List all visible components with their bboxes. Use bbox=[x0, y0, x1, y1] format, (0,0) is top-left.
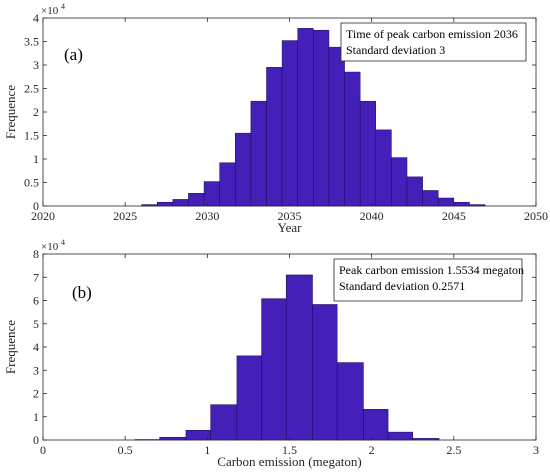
histogram-bar bbox=[412, 438, 440, 441]
histogram-bar bbox=[387, 431, 414, 441]
y-tick-label: 3 bbox=[33, 363, 39, 377]
annotation-line1-a: Time of peak carbon emission 2036 bbox=[346, 27, 518, 41]
y-tick-label: 2.5 bbox=[24, 82, 39, 96]
histogram-bar bbox=[236, 355, 262, 441]
y-tick-label: 4 bbox=[33, 340, 39, 354]
histogram-bar bbox=[266, 67, 283, 207]
y-tick-label: 3 bbox=[33, 58, 39, 72]
x-axis-label-a: Year bbox=[278, 220, 303, 235]
annotation-box-b bbox=[333, 258, 523, 302]
x-tick-label: 2020 bbox=[31, 209, 55, 223]
y-tick-label: 1 bbox=[33, 152, 39, 166]
histogram-bar bbox=[210, 404, 238, 441]
x-tick-label: 1.5 bbox=[282, 443, 297, 457]
histogram-bar bbox=[363, 409, 389, 441]
x-tick-label: 2030 bbox=[195, 209, 219, 223]
histogram-bar bbox=[344, 71, 361, 207]
panel-label-a: (a) bbox=[64, 45, 83, 64]
histogram-bar bbox=[422, 190, 439, 207]
y-axis-label-b: Frequence bbox=[3, 320, 18, 374]
histogram-bar bbox=[188, 193, 205, 207]
x-tick-label: 1 bbox=[204, 443, 210, 457]
histogram-bar bbox=[453, 201, 470, 207]
y-exponent-b: ×10 bbox=[41, 241, 59, 253]
x-tick-label: 2035 bbox=[278, 209, 302, 223]
histogram-bar bbox=[185, 429, 211, 441]
histogram-bar bbox=[250, 100, 267, 207]
y-tick-label: 5 bbox=[33, 317, 39, 331]
histogram-bar bbox=[219, 162, 236, 207]
histogram-bar bbox=[406, 176, 423, 207]
histogram-bar bbox=[336, 362, 364, 441]
y-exponent-a: ×10 bbox=[41, 5, 59, 17]
x-tick-label: 2040 bbox=[360, 209, 384, 223]
histogram-bar bbox=[328, 46, 345, 207]
histogram-bar bbox=[359, 100, 377, 207]
panel-a: 2020 2025 2030 2035 2040 2045 2050 0 0.5 1 1.5 2 2.… bbox=[3, 2, 548, 235]
histogram-bar bbox=[469, 204, 486, 207]
histogram-bar bbox=[203, 181, 220, 207]
y-exponent-power-b: 4 bbox=[61, 238, 65, 247]
x-tick-label: 0.5 bbox=[118, 443, 133, 457]
y-tick-label: 1.5 bbox=[24, 129, 39, 143]
histogram-bar bbox=[285, 274, 313, 441]
x-tick-label: 2050 bbox=[524, 209, 548, 223]
histogram-bar bbox=[261, 298, 287, 441]
histogram-bar bbox=[281, 40, 298, 207]
histogram-bar bbox=[172, 199, 189, 207]
histogram-bar bbox=[313, 29, 330, 207]
histogram-bar bbox=[297, 28, 314, 207]
panel-label-b: (b) bbox=[72, 283, 92, 302]
annotation-line2-b: Standard deviation 0.2571 bbox=[339, 279, 465, 293]
x-tick-label: 2.5 bbox=[446, 443, 461, 457]
x-tick-label: 0 bbox=[40, 443, 46, 457]
annotation-line2-a: Standard deviation 3 bbox=[346, 43, 445, 57]
y-tick-label: 6 bbox=[33, 294, 39, 308]
y-tick-label: 0 bbox=[33, 433, 39, 447]
y-exponent-power-a: 4 bbox=[61, 2, 65, 11]
histogram-bar bbox=[156, 201, 174, 207]
y-tick-label: 4 bbox=[33, 11, 39, 25]
y-tick-label: 2 bbox=[33, 387, 39, 401]
y-tick-label: 7 bbox=[33, 270, 39, 284]
x-tick-label: 3 bbox=[533, 443, 539, 457]
histogram-bar bbox=[375, 129, 392, 207]
histogram-bar bbox=[437, 197, 455, 207]
y-axis-label-a: Frequence bbox=[3, 85, 18, 139]
x-tick-label: 2045 bbox=[442, 209, 466, 223]
y-tick-label: 8 bbox=[33, 247, 39, 261]
y-tick-label: 0.5 bbox=[24, 176, 39, 190]
x-tick-label: 2025 bbox=[113, 209, 137, 223]
y-tick-label: 0 bbox=[33, 199, 39, 213]
histogram-bar bbox=[159, 436, 187, 441]
histogram-bar bbox=[312, 304, 338, 441]
y-tick-label: 1 bbox=[33, 410, 39, 424]
y-tick-label: 3.5 bbox=[24, 35, 39, 49]
panel-b: 0 0.5 1 1.5 2 2.5 3 0 1 2 3 4 5 6 7 8 ×10 4 Carbon emi… bbox=[3, 238, 539, 469]
annotation-line1-b: Peak carbon emission 1.5534 megaton bbox=[339, 263, 524, 277]
y-tick-label: 2 bbox=[33, 105, 39, 119]
histogram-bar bbox=[235, 132, 252, 207]
histogram-bar bbox=[391, 157, 408, 207]
annotation-box-a bbox=[340, 22, 527, 62]
histogram-bar bbox=[141, 204, 158, 207]
x-axis-label-b: Carbon emission (megaton) bbox=[217, 454, 361, 469]
x-tick-label: 2 bbox=[369, 443, 375, 457]
